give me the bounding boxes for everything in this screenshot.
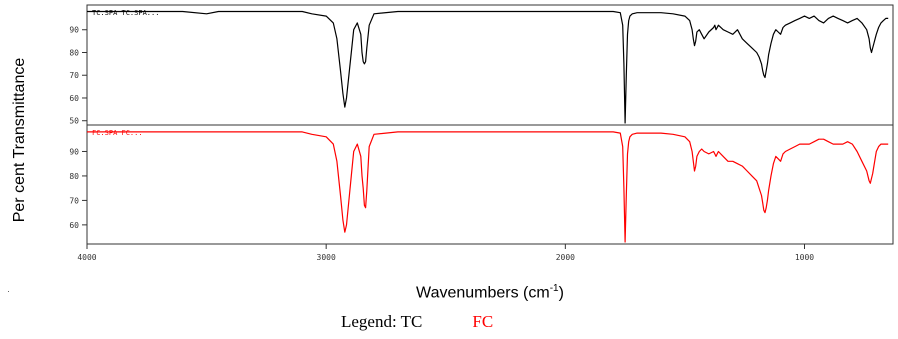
y-tick-label-fc-70: 70 [69, 196, 79, 205]
y-tick-label-tc-50: 50 [69, 117, 79, 126]
y-tick-label-tc-60: 60 [69, 94, 79, 103]
panel-header-tc: TC.SPA TC.SPA... [92, 9, 159, 17]
y-tick-label-tc-90: 90 [69, 26, 79, 35]
series-line-tc [87, 10, 889, 124]
y-tick-label-tc-70: 70 [69, 71, 79, 80]
stray-dot [8, 291, 9, 292]
x-tick-label-3000: 3000 [317, 253, 336, 262]
legend: Legend: TC FC [341, 312, 493, 332]
y-tick-label-fc-90: 90 [69, 147, 79, 156]
legend-prefix: Legend: [341, 312, 397, 331]
y-tick-label-fc-60: 60 [69, 221, 79, 230]
series-line-fc [87, 131, 889, 243]
panel-header-fc: FC.SPA FC... [92, 129, 143, 137]
y-tick-label-tc-80: 80 [69, 48, 79, 57]
x-tick-label-1000: 1000 [795, 253, 814, 262]
legend-item-tc: TC [400, 312, 423, 331]
y-tick-label-fc-80: 80 [69, 172, 79, 181]
legend-item-fc: FC [472, 312, 494, 331]
x-tick-label-2000: 2000 [556, 253, 575, 262]
x-tick-label-4000: 4000 [77, 253, 96, 262]
x-axis-label: Wavenumbers (cm-1) [416, 283, 564, 302]
